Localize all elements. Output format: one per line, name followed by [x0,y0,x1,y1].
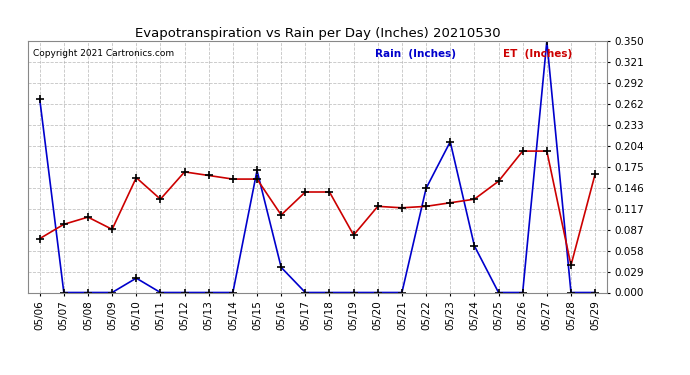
Text: Rain  (Inches): Rain (Inches) [375,49,456,59]
ET  (Inches) [253,177,261,182]
Rain  (Inches) [374,290,382,295]
Rain  (Inches) [84,290,92,295]
ET  (Inches) [84,215,92,219]
Rain  (Inches) [229,290,237,295]
ET  (Inches) [180,170,188,174]
ET  (Inches) [326,190,334,194]
ET  (Inches) [471,197,479,201]
ET  (Inches) [542,149,551,153]
Rain  (Inches) [253,168,261,173]
ET  (Inches) [446,201,454,205]
ET  (Inches) [494,179,502,183]
Rain  (Inches) [422,186,431,190]
ET  (Inches) [397,206,406,210]
Rain  (Inches) [471,244,479,248]
Line: ET  (Inches): ET (Inches) [35,147,600,269]
Rain  (Inches) [180,290,188,295]
Rain  (Inches) [204,290,213,295]
ET  (Inches) [108,227,116,232]
ET  (Inches) [374,204,382,209]
ET  (Inches) [566,263,575,267]
Rain  (Inches) [36,96,44,101]
Rain  (Inches) [59,290,68,295]
Rain  (Inches) [494,290,502,295]
Rain  (Inches) [591,290,599,295]
ET  (Inches) [36,236,44,241]
ET  (Inches) [591,172,599,176]
Rain  (Inches) [542,39,551,44]
Title: Evapotranspiration vs Rain per Day (Inches) 20210530: Evapotranspiration vs Rain per Day (Inch… [135,27,500,40]
ET  (Inches) [349,233,357,237]
ET  (Inches) [229,177,237,182]
Rain  (Inches) [156,290,165,295]
ET  (Inches) [59,222,68,226]
Rain  (Inches) [326,290,334,295]
ET  (Inches) [277,213,286,217]
Rain  (Inches) [446,140,454,144]
ET  (Inches) [204,173,213,178]
Rain  (Inches) [349,290,357,295]
Rain  (Inches) [108,290,116,295]
Rain  (Inches) [519,290,527,295]
ET  (Inches) [156,197,165,201]
Rain  (Inches) [301,290,309,295]
ET  (Inches) [301,190,309,194]
Line: Rain  (Inches): Rain (Inches) [35,37,600,297]
Text: ET  (Inches): ET (Inches) [503,49,572,59]
Rain  (Inches) [397,290,406,295]
ET  (Inches) [132,176,141,180]
Rain  (Inches) [566,290,575,295]
Rain  (Inches) [277,265,286,270]
Rain  (Inches) [132,276,141,280]
Text: Copyright 2021 Cartronics.com: Copyright 2021 Cartronics.com [33,49,175,58]
ET  (Inches) [422,204,431,209]
ET  (Inches) [519,149,527,153]
